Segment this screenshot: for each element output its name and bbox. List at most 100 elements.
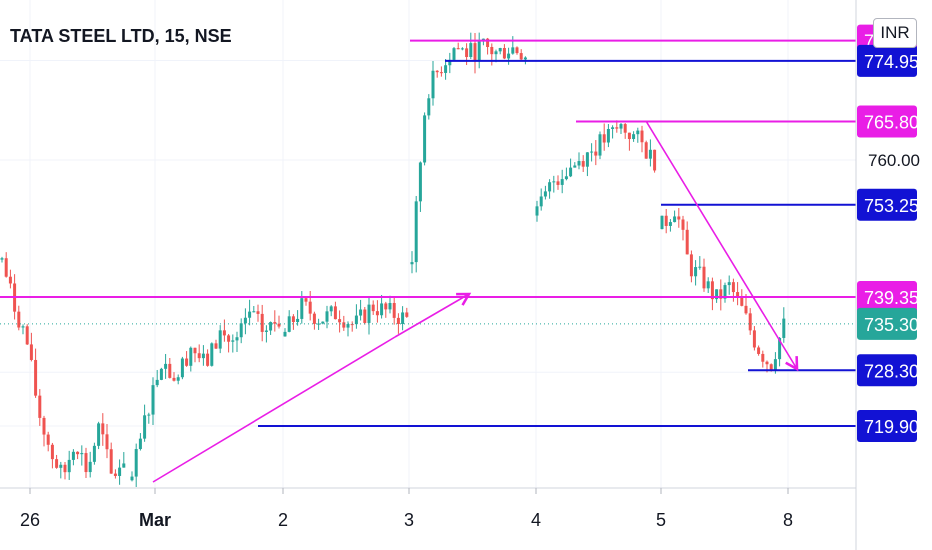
currency-button[interactable]: INR (873, 18, 917, 48)
y-axis-ticks: 760.00 (868, 151, 920, 170)
x-tick-label: 8 (783, 510, 793, 530)
candle-body (552, 181, 556, 183)
candle-body (507, 53, 511, 59)
candle-body (769, 364, 773, 370)
candle-body (731, 282, 735, 293)
candle-body (782, 318, 786, 338)
candle-body (346, 324, 350, 328)
candle-body (477, 41, 481, 62)
candle-body (757, 347, 761, 354)
candle-body (490, 46, 494, 55)
candle-body (761, 353, 765, 362)
price-label: 765.80 (857, 105, 919, 138)
x-tick-label: 5 (656, 510, 666, 530)
candle-body (97, 423, 101, 446)
axes (0, 0, 857, 550)
candle-body (222, 330, 226, 336)
candle-body (710, 281, 714, 300)
candle-body (84, 453, 88, 473)
candle-body (189, 347, 193, 366)
x-tick-label: 26 (20, 510, 40, 530)
candle-body (333, 306, 337, 320)
candle-body (367, 304, 371, 323)
candle-body (606, 128, 610, 143)
candle-body (256, 311, 260, 314)
candle-body (25, 326, 29, 345)
candle-body (632, 134, 636, 140)
price-label-text: 728.30 (864, 361, 919, 381)
price-label: 739.35 (857, 280, 919, 313)
candle-body (312, 313, 316, 324)
candle-body (260, 313, 264, 332)
horizontal-levels (0, 39, 856, 427)
candle-body (134, 449, 138, 477)
candle-body (431, 70, 435, 99)
trend-lines (152, 120, 799, 483)
x-tick-label: 4 (531, 510, 541, 530)
candles-group (0, 32, 786, 487)
y-tick-label: 760.00 (868, 151, 920, 170)
candle-body (105, 434, 109, 450)
candle-body (388, 302, 392, 310)
candle-body (380, 303, 384, 316)
candle-body (159, 368, 163, 380)
candle-body (448, 59, 452, 66)
candle-body (300, 298, 304, 319)
candle-body (715, 289, 719, 300)
candle-body (590, 151, 594, 153)
candle-body (573, 165, 577, 168)
candle-body (778, 337, 782, 360)
candle-body (427, 98, 431, 116)
candle-body (535, 206, 539, 216)
candle-body (296, 318, 300, 323)
candle-body (585, 152, 589, 167)
candle-body (218, 330, 222, 349)
price-label: 719.90 (857, 410, 919, 442)
candle-body (439, 72, 443, 74)
candle-body (80, 453, 84, 455)
price-label: 753.25 (857, 188, 919, 221)
candle-body (113, 473, 117, 476)
candle-body (706, 281, 710, 289)
candle-body (444, 65, 448, 73)
candle-body (291, 316, 295, 323)
price-label-text: 7 (864, 32, 874, 52)
x-tick-label: Mar (139, 510, 171, 530)
candle-body (519, 53, 523, 60)
candle-body (264, 330, 268, 332)
price-label-text: 739.35 (864, 288, 919, 308)
candle-body (172, 377, 176, 381)
candle-body (248, 311, 252, 318)
candle-body (308, 301, 312, 314)
candle-body (384, 303, 388, 310)
candle-body (29, 344, 33, 360)
candle-body (401, 312, 405, 324)
candle-body (502, 47, 506, 59)
candle-body (569, 167, 573, 177)
candle-body (109, 449, 113, 474)
candle-body (71, 451, 75, 460)
candle-body (668, 222, 672, 226)
candle-body (277, 323, 281, 327)
candle-body (88, 461, 92, 473)
candle-body (206, 353, 210, 366)
candle-body (564, 176, 568, 180)
candle-body (515, 47, 519, 54)
candle-body (627, 132, 631, 140)
candle-body (138, 438, 142, 450)
candle-body (664, 215, 668, 226)
candle-body (8, 276, 12, 284)
candle-body (685, 229, 689, 255)
candle-body (410, 262, 414, 265)
candle-body (92, 445, 96, 462)
candle-body (4, 258, 8, 277)
candle-body (76, 451, 80, 455)
candle-body (143, 415, 147, 439)
candle-body (38, 395, 42, 418)
candle-body (180, 358, 184, 378)
candle-body (623, 124, 627, 133)
price-label-text: 765.80 (864, 113, 919, 133)
candle-body (765, 361, 769, 365)
candle-body (283, 331, 287, 337)
